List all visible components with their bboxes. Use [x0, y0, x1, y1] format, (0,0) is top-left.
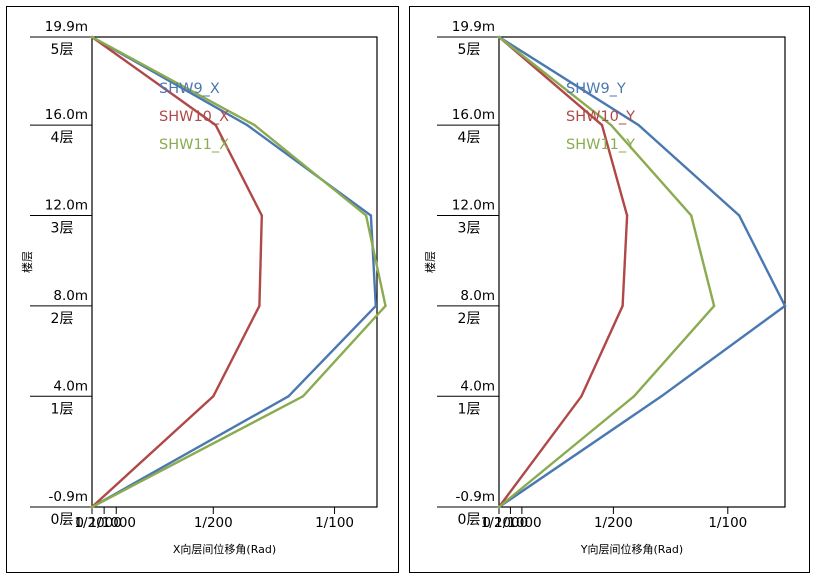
data-point	[287, 395, 290, 398]
data-point	[364, 214, 368, 217]
data-point	[637, 123, 640, 127]
y-tick-elevation: -0.9m	[456, 489, 496, 505]
data-point	[258, 304, 261, 308]
y-tick-elevation: 19.9m	[452, 19, 495, 35]
x-tick-label: 0	[482, 515, 491, 531]
data-point	[689, 214, 693, 217]
chart-y: 19.9m 5层 16.0m 4层 12.0m 3层 8.0m 2层 4.0m 1层 -0.9m 0层…	[423, 19, 787, 556]
data-point	[632, 395, 636, 398]
data-point	[738, 214, 741, 217]
x-tick-label: 1/100	[708, 515, 747, 531]
y-tick-elevation: 12.0m	[452, 198, 495, 214]
x-tick-label: 1/2000	[74, 515, 122, 531]
x-tick-label: 1/100	[315, 515, 354, 531]
legend-entry: SHW9_Y	[566, 81, 626, 97]
y-tick-floor: 1层	[458, 401, 481, 417]
data-point	[497, 505, 501, 509]
series-line-shw11_x	[91, 35, 387, 509]
x-tick-label: 1/2000	[481, 515, 529, 531]
y-tick-elevation: 4.0m	[460, 378, 495, 394]
legend-entry: SHW10_Y	[566, 109, 635, 125]
y-tick-floor: 3层	[458, 221, 481, 237]
legend-entry: SHW11_Y	[566, 137, 635, 153]
data-point	[384, 304, 387, 308]
plot-frame	[498, 36, 786, 508]
chart-panel-y: 19.9m 5层 16.0m 4层 12.0m 3层 8.0m 2层 4.0m 1层 -0.9m 0层…	[409, 6, 810, 573]
data-point	[712, 304, 716, 308]
y-tick-floor: 0层	[458, 512, 481, 528]
data-point	[660, 395, 663, 398]
chart-x: 19.9m 5层 16.0m 4层 12.0m 3层 8.0m 2层 4.0m 1层 -0.9m 0层…	[20, 19, 387, 556]
y-tick-elevation: 8.0m	[53, 288, 88, 304]
y-tick-elevation: -0.9m	[49, 489, 89, 505]
y-tick-elevation: 8.0m	[460, 288, 495, 304]
y-tick-elevation: 16.0m	[452, 107, 495, 123]
plot-frame	[91, 36, 378, 508]
x-axis-title: Y向层间位移角(Rad)	[580, 542, 683, 556]
y-tick-floor: 5层	[51, 42, 74, 58]
data-point	[260, 214, 263, 217]
data-point	[783, 304, 787, 308]
data-point	[246, 123, 249, 127]
y-tick-floor: 5层	[458, 42, 481, 58]
data-point	[253, 123, 256, 127]
data-point	[580, 395, 583, 398]
x-tick-label: 0	[75, 515, 84, 531]
y-tick-elevation: 16.0m	[45, 107, 88, 123]
data-point	[90, 35, 94, 39]
y-tick-elevation: 19.9m	[45, 19, 88, 35]
data-point	[214, 123, 217, 127]
y-tick-floor: 3层	[51, 221, 74, 237]
y-axis-title: 楼层	[423, 251, 437, 273]
data-point	[609, 123, 613, 127]
data-point	[212, 395, 215, 398]
series-line-shw9_y	[498, 35, 787, 508]
y-tick-floor: 4层	[458, 130, 481, 146]
data-point	[369, 214, 373, 217]
data-point	[301, 395, 305, 398]
x-tick-label: 1/1000	[494, 515, 542, 531]
series-line-shw10_y	[498, 36, 629, 508]
series-line-shw9_x	[91, 35, 378, 509]
legend-entry: SHW9_X	[159, 81, 220, 97]
data-point	[621, 304, 624, 308]
x-tick-label: 1/200	[194, 515, 233, 531]
data-point	[374, 304, 377, 308]
y-tick-floor: 2层	[458, 311, 481, 327]
x-tick-label: 1/1000	[89, 515, 137, 531]
legend-entry: SHW11_X	[159, 137, 229, 153]
y-tick-elevation: 4.0m	[53, 378, 88, 394]
y-tick-floor: 0层	[51, 512, 74, 528]
y-tick-floor: 4层	[51, 130, 74, 146]
x-axis-title: X向层间位移角(Rad)	[173, 542, 276, 556]
series-line-shw10_x	[91, 36, 264, 508]
y-tick-floor: 2层	[51, 311, 74, 327]
data-point	[90, 505, 94, 509]
series-line-shw11_y	[498, 36, 716, 508]
x-tick-label: 1/200	[594, 515, 633, 531]
legend-entry: SHW10_X	[159, 109, 229, 125]
chart-panel-x: 19.9m 5层 16.0m 4层 12.0m 3层 8.0m 2层 4.0m 1层 -0.9m 0层…	[6, 6, 399, 573]
data-point	[625, 214, 629, 217]
data-point	[600, 123, 604, 127]
y-tick-elevation: 12.0m	[45, 198, 88, 214]
y-tick-floor: 1层	[51, 401, 74, 417]
y-axis-title: 楼层	[20, 251, 34, 273]
data-point	[497, 35, 501, 39]
